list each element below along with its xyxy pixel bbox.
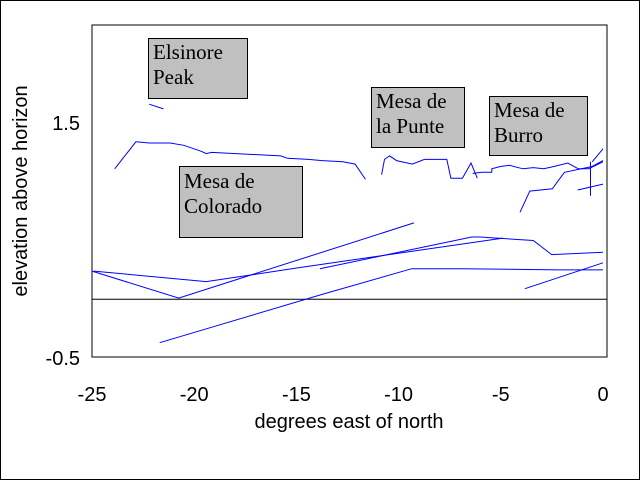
series-line-10 [319, 236, 604, 270]
series-line-5 [591, 148, 604, 163]
annotation-elsinore-peak: Elsinore Peak [148, 38, 248, 99]
series-line-0 [149, 103, 164, 110]
x-tick-label: -15 [282, 384, 311, 406]
x-tick-label: -5 [492, 384, 510, 406]
series-group [91, 103, 604, 344]
x-axis-label: degrees east of north [254, 411, 443, 433]
x-ticks: -25 -20 -15 -10 -5 0 [78, 384, 609, 406]
series-line-1 [114, 141, 366, 180]
plot-frame [91, 24, 608, 358]
annotation-mesa-de-colorado: Mesa de Colorado [179, 166, 303, 238]
series-line-7 [577, 183, 604, 191]
series-line-9 [93, 237, 504, 283]
x-tick-label: -25 [78, 384, 107, 406]
x-tick-label: 0 [597, 384, 608, 406]
series-line-2 [381, 155, 478, 179]
y-tick-label: 1.5 [52, 113, 80, 135]
annotation-mesa-de-burro: Mesa de Burro [489, 96, 588, 156]
series-line-12 [524, 262, 604, 290]
y-axis-label: elevation above horizon [10, 85, 32, 296]
x-tick-label: -10 [384, 384, 413, 406]
series-line-3 [472, 161, 604, 174]
x-tick-label: -20 [180, 384, 209, 406]
annotation-mesa-de-la-punte: Mesa de la Punte [371, 87, 465, 148]
y-tick-label: -0.5 [46, 348, 80, 370]
series-line-4 [519, 160, 604, 213]
series-line-8 [91, 222, 415, 299]
series-line-11 [159, 268, 603, 344]
y-ticks: 1.5 -0.5 [46, 113, 80, 370]
